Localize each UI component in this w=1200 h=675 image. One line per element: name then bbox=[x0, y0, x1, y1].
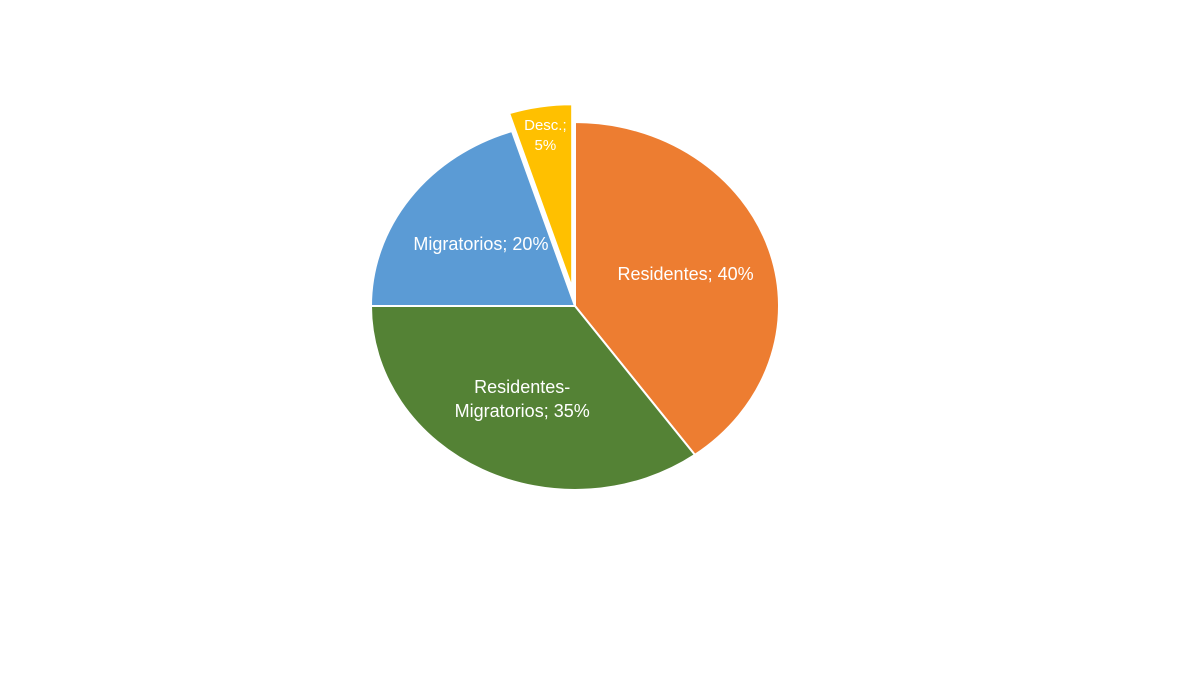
data-label: Residentes; 40% bbox=[617, 263, 754, 284]
data-label: Desc.; 5% bbox=[524, 116, 567, 154]
pie-slice bbox=[507, 103, 574, 289]
pie-slice bbox=[369, 129, 577, 307]
data-label: Residentes-Migratorios; 35% bbox=[454, 377, 590, 422]
pie-slice bbox=[369, 305, 697, 491]
data-label: Migratorios; 20% bbox=[413, 234, 549, 255]
pie-slice bbox=[574, 120, 780, 457]
